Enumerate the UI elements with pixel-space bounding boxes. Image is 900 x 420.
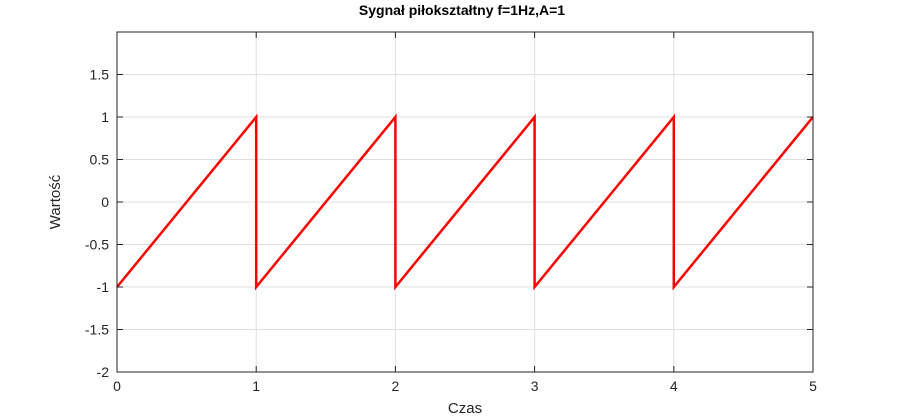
x-tick-label: 4	[670, 378, 678, 394]
x-tick-label: 3	[531, 378, 539, 394]
series-layer	[116, 113, 814, 291]
y-tick-label: 0	[101, 194, 109, 210]
x-tick-labels: 0 1 2 3 4 5	[113, 378, 817, 394]
x-tick-label: 1	[252, 378, 260, 394]
chart-title: Sygnał piłokształtny f=1Hz,A=1	[359, 2, 565, 18]
x-tick-label: 5	[809, 378, 817, 394]
y-axis-label: Wartość	[47, 174, 64, 229]
y-tick-label: -2	[97, 364, 110, 380]
y-tick-label: -0.5	[85, 237, 109, 253]
x-tick-label: 0	[113, 378, 121, 394]
sawtooth-series-line	[116, 113, 814, 291]
y-tick-label: 1	[101, 109, 109, 125]
y-tick-label: 1.5	[90, 67, 110, 83]
y-tick-label: -1.5	[85, 322, 109, 338]
y-tick-label: 0.5	[90, 152, 110, 168]
x-axis-label: Czas	[448, 400, 482, 417]
y-tick-labels: -2 -1.5 -1 -0.5 0 0.5 1 1.5	[85, 67, 109, 381]
y-tick-label: -1	[97, 279, 110, 295]
tick-marks	[116, 32, 814, 373]
x-tick-label: 2	[392, 378, 400, 394]
plot-area: 0 1 2 3 4 5 -2 -1.5 -1 -0.5 0 0.5 1 1.5	[85, 31, 817, 394]
